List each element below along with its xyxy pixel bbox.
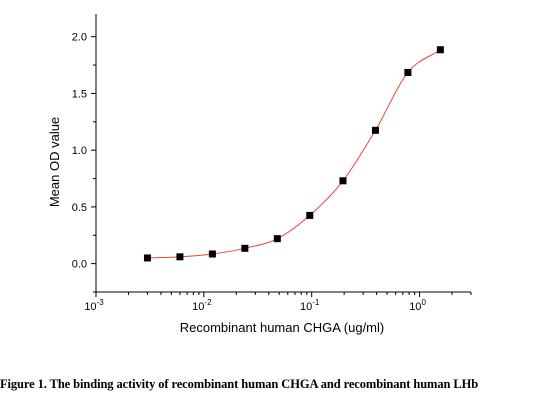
fit-curve [147,49,441,259]
x-tick-label: 10-3 [84,298,104,313]
data-marks [143,46,444,262]
y-tick-label: 0.0 [72,259,87,271]
data-point [273,235,281,243]
y-tick-label: 1.5 [72,88,87,100]
figure-caption: Figure 1. The binding activity of recomb… [0,377,479,391]
y-tick-label: 1.0 [72,145,87,157]
data-point [208,250,216,258]
data-point [176,253,184,261]
y-tick-label: 0.5 [72,202,87,214]
axes: 0.0 0.5 1.0 1.5 2.0 10-3 10-2 10-1 100 [72,14,472,313]
x-tick-label: 10-1 [300,298,320,313]
x-tick-label: 10-2 [192,298,212,313]
x-axis-title: Recombinant human CHGA (ug/ml) [180,320,384,335]
chart: 0.0 0.5 1.0 1.5 2.0 10-3 10-2 10-1 100 Recombina… [47,14,472,335]
plot-area [147,49,441,259]
y-tick-label: 2.0 [72,32,87,44]
data-point [306,211,314,219]
data-point [241,244,249,252]
data-point [404,68,412,76]
data-point [143,254,151,262]
data-point [339,177,347,185]
data-point [371,126,379,134]
x-tick-label: 100 [409,298,426,313]
y-axis-title: Mean OD value [47,117,62,207]
data-point [436,46,444,54]
